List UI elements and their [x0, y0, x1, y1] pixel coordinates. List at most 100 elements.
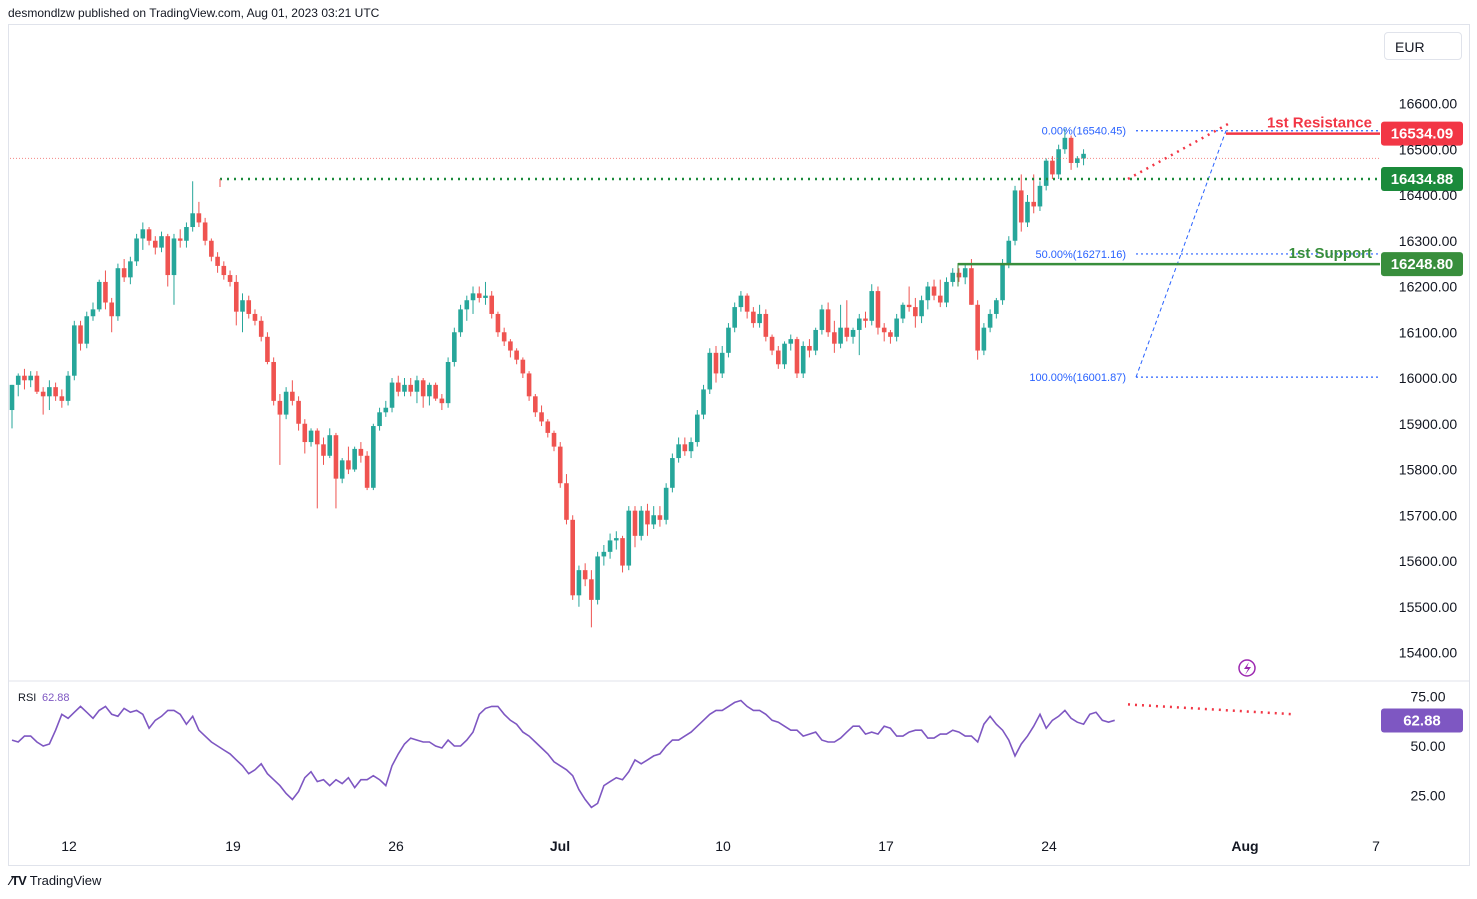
- candle[interactable]: [296, 396, 301, 431]
- candle[interactable]: [944, 277, 949, 308]
- candle[interactable]: [638, 506, 644, 541]
- candle[interactable]: [240, 293, 245, 333]
- candle[interactable]: [1075, 156, 1080, 168]
- candle[interactable]: [246, 295, 252, 319]
- candle[interactable]: [109, 297, 114, 333]
- candle[interactable]: [564, 474, 569, 525]
- candle[interactable]: [371, 423, 376, 491]
- candle[interactable]: [177, 229, 183, 248]
- candle[interactable]: [389, 378, 395, 413]
- candle[interactable]: [352, 446, 357, 472]
- candle[interactable]: [707, 348, 713, 395]
- candle[interactable]: [576, 565, 582, 607]
- candle[interactable]: [383, 400, 389, 417]
- lightning-icon[interactable]: [1238, 659, 1256, 677]
- candle[interactable]: [146, 227, 152, 246]
- candle[interactable]: [775, 345, 781, 369]
- candle[interactable]: [452, 327, 457, 367]
- candle[interactable]: [994, 297, 999, 319]
- candle[interactable]: [956, 268, 962, 282]
- candle[interactable]: [265, 332, 270, 365]
- candle[interactable]: [314, 428, 320, 509]
- candle[interactable]: [395, 375, 401, 397]
- candle[interactable]: [165, 233, 171, 287]
- candle[interactable]: [171, 233, 177, 305]
- candle[interactable]: [744, 293, 750, 319]
- candle[interactable]: [1031, 174, 1037, 214]
- candle[interactable]: [221, 261, 227, 280]
- candle[interactable]: [975, 300, 980, 360]
- candle[interactable]: [663, 483, 669, 525]
- candle[interactable]: [209, 238, 214, 262]
- candle[interactable]: [1043, 158, 1049, 191]
- candle[interactable]: [869, 284, 875, 326]
- candle[interactable]: [427, 382, 432, 406]
- candle[interactable]: [121, 259, 127, 282]
- candle[interactable]: [800, 341, 806, 378]
- candle[interactable]: [233, 275, 239, 326]
- candle[interactable]: [433, 382, 438, 401]
- candle[interactable]: [701, 384, 706, 420]
- candle[interactable]: [533, 394, 538, 417]
- candle[interactable]: [582, 563, 588, 587]
- candle[interactable]: [15, 373, 21, 397]
- candle[interactable]: [950, 268, 956, 287]
- candle[interactable]: [520, 357, 526, 378]
- candle[interactable]: [40, 387, 46, 415]
- candle[interactable]: [96, 279, 102, 312]
- candle[interactable]: [551, 430, 557, 452]
- candle[interactable]: [526, 371, 532, 401]
- candle[interactable]: [1012, 185, 1018, 246]
- candle[interactable]: [252, 309, 258, 326]
- candle[interactable]: [1006, 236, 1012, 269]
- candle[interactable]: [358, 442, 364, 463]
- candle[interactable]: [196, 201, 202, 228]
- candle[interactable]: [719, 345, 725, 378]
- candle[interactable]: [470, 286, 476, 314]
- candle[interactable]: [856, 313, 862, 356]
- candle[interactable]: [794, 336, 800, 378]
- candle[interactable]: [900, 302, 906, 324]
- candle[interactable]: [103, 270, 108, 310]
- candle[interactable]: [614, 531, 619, 550]
- candle[interactable]: [495, 311, 501, 337]
- candle[interactable]: [72, 320, 77, 381]
- candle[interactable]: [688, 437, 694, 459]
- candle[interactable]: [925, 281, 931, 310]
- candle[interactable]: [34, 371, 40, 395]
- candle[interactable]: [283, 387, 289, 420]
- candle[interactable]: [937, 279, 943, 308]
- candle[interactable]: [888, 329, 893, 344]
- candle[interactable]: [227, 270, 233, 287]
- candle[interactable]: [22, 368, 27, 390]
- candle[interactable]: [651, 506, 656, 529]
- candle[interactable]: [215, 252, 220, 273]
- candle[interactable]: [414, 375, 420, 404]
- candle[interactable]: [190, 181, 195, 232]
- candle[interactable]: [408, 378, 414, 397]
- candle[interactable]: [402, 378, 407, 397]
- candle[interactable]: [757, 304, 762, 328]
- candle[interactable]: [364, 451, 370, 491]
- candle[interactable]: [763, 309, 769, 342]
- candle[interactable]: [377, 407, 382, 431]
- candle[interactable]: [514, 348, 519, 365]
- candle[interactable]: [981, 323, 987, 356]
- candle[interactable]: [962, 263, 968, 285]
- candle[interactable]: [445, 357, 451, 408]
- candle[interactable]: [271, 357, 276, 406]
- candle[interactable]: [47, 380, 52, 411]
- candle[interactable]: [788, 334, 794, 351]
- candle[interactable]: [333, 432, 339, 509]
- candle[interactable]: [645, 503, 650, 536]
- candle[interactable]: [670, 453, 675, 493]
- candle[interactable]: [84, 311, 90, 349]
- candle[interactable]: [844, 300, 850, 342]
- candle[interactable]: [881, 323, 887, 342]
- candle[interactable]: [557, 442, 563, 488]
- candle[interactable]: [695, 410, 700, 447]
- candle[interactable]: [807, 339, 812, 358]
- candle[interactable]: [1050, 156, 1055, 179]
- candle[interactable]: [184, 222, 189, 248]
